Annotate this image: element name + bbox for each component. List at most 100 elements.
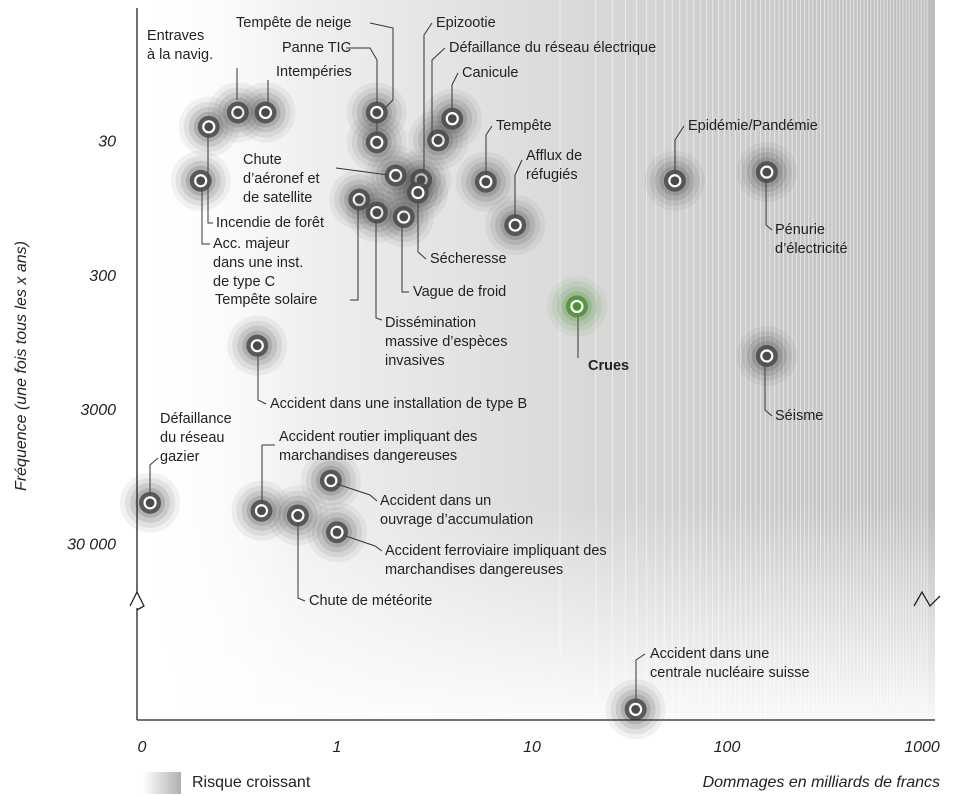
leader-line: [350, 200, 359, 301]
point-halo: [346, 82, 407, 143]
point: [431, 133, 445, 147]
label-line: Accident dans une: [650, 646, 769, 662]
point-label: Epizootie: [436, 15, 496, 31]
point-label: Canicule: [462, 65, 518, 81]
point: [370, 205, 384, 220]
label-line: de type C: [213, 274, 275, 290]
point: [370, 135, 384, 149]
point: [629, 702, 643, 716]
point-label: Acc. majeur dans une inst. de type C: [213, 236, 303, 290]
point-label: Afflux de réfugiés: [526, 148, 582, 183]
label-line: Intempéries: [276, 64, 352, 80]
label-line: Dissémination: [385, 315, 476, 331]
leader-line: [375, 213, 383, 321]
point: [352, 192, 366, 207]
label-line: centrale nucléaire suisse: [650, 665, 810, 681]
point-label: Accident dans un ouvrage d’accumulation: [380, 493, 533, 528]
label-line: Incendie de forêt: [216, 215, 324, 231]
leader-line: [257, 347, 267, 405]
axis-break: [129, 590, 145, 611]
leader-line: [330, 481, 378, 502]
point-halo: [207, 82, 268, 143]
point-halo: [736, 326, 797, 387]
point-label: Chute d’aéronef et de satellite: [243, 152, 320, 206]
point-label: Intempéries: [276, 64, 352, 80]
point-label: Pénurie d’électricité: [775, 222, 848, 257]
label-line: Acc. majeur: [213, 236, 290, 252]
point-label: Défaillance du réseau gazier: [160, 411, 232, 465]
label-line: Tempête solaire: [215, 292, 317, 308]
point-label: Tempête solaire: [215, 292, 317, 308]
point: [250, 339, 264, 353]
y-tick-label: 3000: [80, 402, 116, 419]
point-label: Entraves à la navig.: [147, 28, 213, 63]
label-line: Défaillance du réseau électrique: [449, 40, 656, 56]
point-halo: [227, 315, 288, 376]
point: [411, 185, 425, 200]
point: [760, 349, 774, 363]
point-halo: [644, 150, 705, 211]
leader-line: [261, 444, 275, 512]
legend-swatch: [143, 772, 181, 794]
points: [120, 82, 797, 740]
point-label: Dissémination massive d’espèces invasives: [385, 315, 508, 369]
y-tick-label: 30 000: [67, 536, 116, 553]
label-line: du réseau: [160, 430, 225, 446]
axis-break: [913, 590, 941, 608]
point-halo: [422, 88, 483, 149]
label-line: Accident ferroviaire impliquant des: [385, 543, 607, 559]
point-label: Incendie de forêt: [216, 215, 324, 231]
label-line: Vague de froid: [413, 284, 506, 300]
label-line: Accident dans une installation de type B: [270, 396, 527, 412]
leader-line: [401, 218, 409, 293]
label-line: Entraves: [147, 28, 204, 44]
point: [389, 168, 403, 183]
leader-line: [674, 125, 685, 181]
point-label: Chute de météorite: [309, 593, 432, 609]
label-line: réfugiés: [526, 167, 578, 183]
point-halo: [387, 162, 448, 223]
point-halo: [170, 150, 231, 211]
axes: [129, 8, 941, 721]
point: [445, 112, 459, 126]
point-halo: [373, 187, 434, 248]
label-line: Séisme: [775, 408, 823, 424]
leader-line: [297, 516, 306, 602]
labels: Entraves à la navig. Intempéries Incendie d…: [147, 15, 848, 681]
point-halo: [231, 480, 292, 541]
leader-line: [207, 127, 213, 224]
point-label: Epidémie/Pandémie: [688, 118, 818, 134]
leader-line: [417, 193, 427, 260]
point: [231, 105, 245, 120]
point: [143, 496, 157, 510]
label-line: Tempête: [496, 118, 552, 134]
point-label: Crues: [588, 358, 629, 374]
leader-line: [514, 159, 523, 226]
label-line: Canicule: [462, 65, 518, 81]
label-line: marchandises dangereuses: [279, 448, 457, 464]
label-line: gazier: [160, 449, 200, 465]
point: [570, 299, 584, 314]
x-tick-label: 1000: [904, 739, 940, 756]
label-line: dans une inst.: [213, 255, 303, 271]
label-line: invasives: [385, 353, 445, 369]
label-line: Panne TIC: [282, 40, 351, 56]
point-halo: [485, 195, 546, 256]
label-line: Accident dans un: [380, 493, 491, 509]
legend-label: Risque croissant: [192, 774, 311, 791]
label-line: marchandises dangereuses: [385, 562, 563, 578]
point-label: Séisme: [775, 408, 823, 424]
leader-line: [431, 47, 446, 141]
point-halo: [736, 142, 797, 203]
point-label: Sécheresse: [430, 251, 507, 267]
leader-line: [336, 532, 383, 552]
leader-line: [369, 22, 394, 113]
leaders: [149, 22, 773, 708]
point-label: Tempête: [496, 118, 552, 134]
label-line: Epidémie/Pandémie: [688, 118, 818, 134]
point: [760, 165, 774, 179]
point-halo: [235, 82, 296, 143]
x-axis-label: Dommages en milliards de francs: [703, 774, 940, 791]
point-halo: [455, 151, 516, 212]
